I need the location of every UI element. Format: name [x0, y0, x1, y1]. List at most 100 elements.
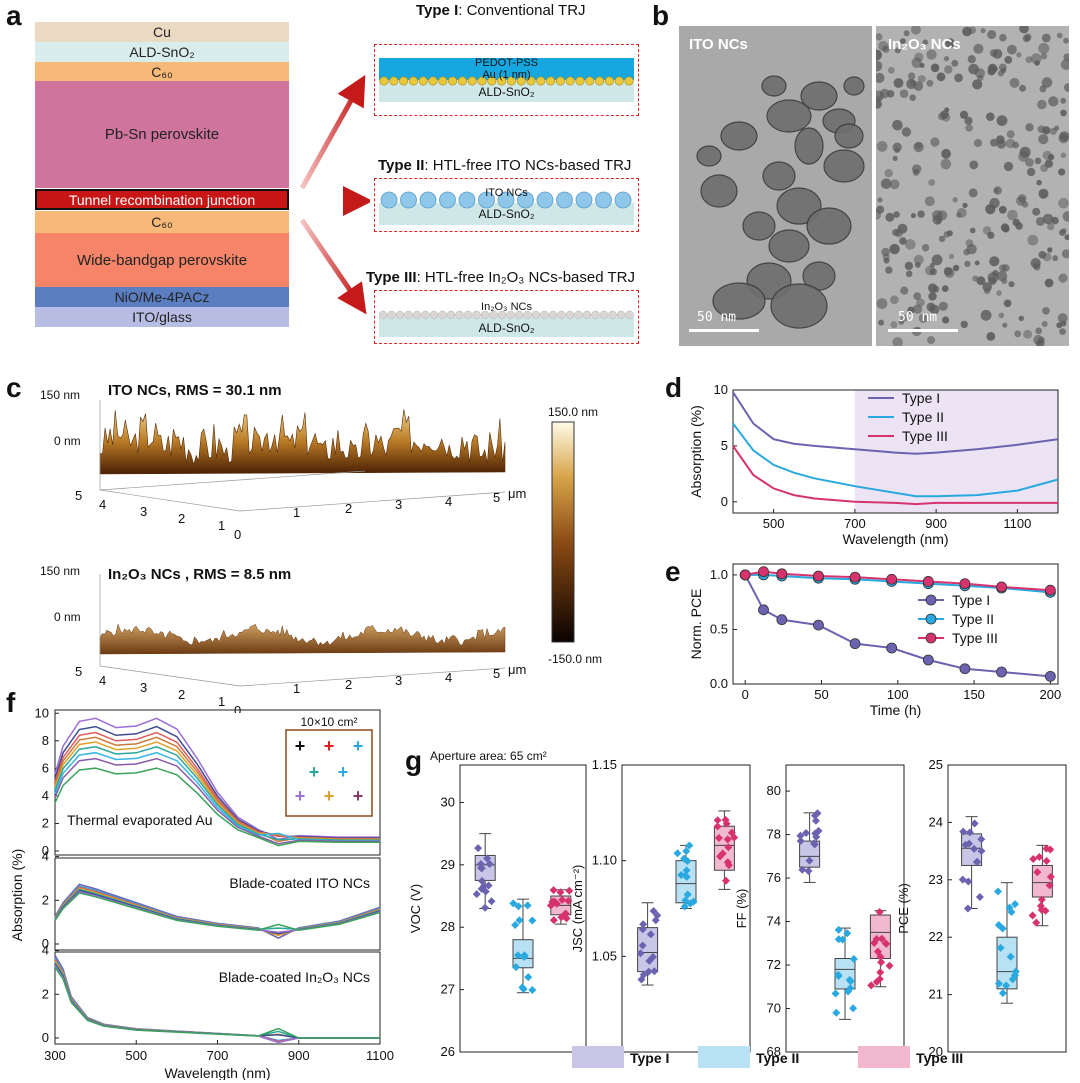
- in2o3-nanocrystal: [879, 88, 890, 99]
- data-point: [564, 896, 573, 905]
- in2o3-nanocrystal: [882, 45, 890, 53]
- data-point: [683, 890, 692, 899]
- in2o3-nanocrystal: [954, 73, 963, 83]
- x-tick-label: 100: [887, 687, 909, 702]
- ito-nanocrystal: [843, 76, 865, 96]
- ito-nc: [380, 191, 398, 209]
- in2o3-nanocrystal: [905, 239, 916, 250]
- in2o3-nanocrystal: [968, 63, 979, 75]
- in2o3-nanocrystal: [892, 337, 903, 346]
- au-dot: [477, 76, 487, 86]
- plot-frame: [732, 389, 1059, 514]
- data-point: [972, 858, 981, 867]
- in2o3-nanocrystal: [914, 262, 921, 268]
- ito-nanocrystal: [742, 211, 776, 241]
- in2o3-nanocrystal: [886, 90, 895, 98]
- in2o3-nanocrystal: [982, 226, 992, 235]
- in2o3-nanocrystal: [943, 56, 950, 62]
- subplot-frame: [54, 951, 381, 1045]
- in2o3-nanocrystal: [876, 95, 882, 102]
- panel-label-a: a: [6, 0, 22, 31]
- au-dot: [408, 76, 418, 86]
- type1-box: PEDOT-PSS Au (1 nm) ALD-SnO₂: [374, 44, 639, 116]
- in2o3-nanocrystal: [968, 26, 977, 34]
- data-point: [1007, 908, 1016, 917]
- data-point: [1042, 857, 1051, 866]
- data-point: [804, 867, 813, 876]
- subplot-frame: [621, 764, 751, 1053]
- in2o3-nanocrystal: [1014, 330, 1022, 338]
- x-axis-label: Wavelength (nm): [842, 531, 948, 547]
- au-dot: [389, 76, 399, 86]
- layer-c60-bottom: C₆₀: [35, 211, 289, 233]
- in2o3-nanocrystal: [1062, 211, 1069, 222]
- in2o3-nanocrystal: [944, 267, 955, 278]
- afm-bottom-unit: μm: [508, 662, 526, 677]
- data-point: [796, 836, 805, 845]
- in2o3-nanocrystal: [938, 235, 946, 242]
- data-point: [485, 860, 494, 869]
- in2o3-nanocrystal: [928, 283, 938, 293]
- x-tick-label: 0: [742, 687, 749, 702]
- data-point: [849, 638, 861, 650]
- in2o3-nanocrystal: [1060, 109, 1067, 117]
- y-tick-label: 24: [929, 814, 943, 829]
- in2o3-nanocrystal: [885, 212, 895, 222]
- series-line-type-ii: [745, 573, 1051, 594]
- in2o3-nanocrystal: [907, 306, 915, 314]
- layer-ald-sno2: ALD-SnO₂: [35, 42, 289, 62]
- y-axis-label: VOC (V): [408, 884, 423, 933]
- in2o3-nanocrystal: [1025, 56, 1033, 64]
- in2o3-nanocrystal: [921, 244, 930, 252]
- x-tick-label: 300: [44, 1048, 66, 1063]
- type1-mid-label: Au (1 nm): [482, 69, 531, 81]
- afm-bottom-y-tick: 5: [75, 664, 82, 679]
- in2o3-nanocrystal: [1034, 60, 1040, 66]
- afm-top-z-max: 150 nm: [40, 388, 81, 402]
- y-axis-label: Absorption (%): [9, 849, 25, 942]
- data-point: [683, 856, 692, 865]
- in2o3-nanocrystal: [1061, 249, 1069, 259]
- ito-nc: [517, 191, 534, 209]
- data-point: [680, 854, 689, 863]
- data-point: [724, 843, 733, 852]
- ito-nc: [575, 191, 593, 209]
- data-point: [977, 847, 986, 856]
- tem-ito-scale-label: 50 nm: [697, 310, 737, 325]
- data-point: [523, 901, 532, 910]
- in2o3-nanocrystal: [924, 196, 935, 207]
- data-point: [1037, 895, 1046, 904]
- data-point: [977, 835, 986, 844]
- in2o3-nc: [446, 310, 456, 320]
- in2o3-nc: [557, 310, 566, 320]
- in2o3-nanocrystal: [1000, 67, 1007, 74]
- y-tick-label: 76: [767, 870, 781, 885]
- legend-label: Type II: [952, 611, 994, 627]
- y-tick-label: 4: [42, 788, 49, 803]
- afm-bottom-y-tick: 4: [99, 673, 106, 688]
- data-point: [474, 844, 483, 853]
- y-tick-label: 1.0: [710, 567, 728, 582]
- in2o3-nanocrystal: [900, 314, 908, 322]
- data-point: [1044, 584, 1056, 596]
- in2o3-nanocrystal: [1058, 168, 1066, 176]
- in2o3-nanocrystal: [931, 254, 943, 266]
- afm-bottom-surface: [99, 623, 506, 655]
- in2o3-nanocrystal: [956, 212, 962, 218]
- data-point: [680, 902, 689, 911]
- data-point: [639, 920, 648, 929]
- au-dot: [379, 76, 389, 86]
- type2-bottom-label: ALD-SnO₂: [478, 207, 535, 221]
- in2o3-nanocrystal: [1016, 196, 1026, 206]
- in2o3-nanocrystal: [987, 30, 997, 40]
- data-point: [673, 849, 682, 858]
- y-axis-label: Absorption (%): [688, 405, 704, 498]
- in2o3-nanocrystal: [926, 49, 937, 60]
- y-axis-label: FF (%): [734, 889, 749, 929]
- x-axis-label: Wavelength (nm): [164, 1065, 270, 1080]
- in2o3-nanocrystal: [912, 164, 922, 174]
- data-point: [810, 840, 819, 849]
- in2o3-nanocrystal: [903, 30, 910, 37]
- series-line-type-ii: [732, 422, 1059, 498]
